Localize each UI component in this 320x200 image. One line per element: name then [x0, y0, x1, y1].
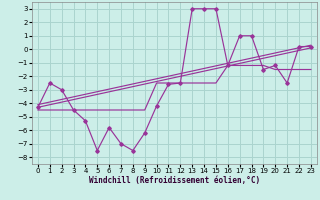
X-axis label: Windchill (Refroidissement éolien,°C): Windchill (Refroidissement éolien,°C)	[89, 176, 260, 185]
